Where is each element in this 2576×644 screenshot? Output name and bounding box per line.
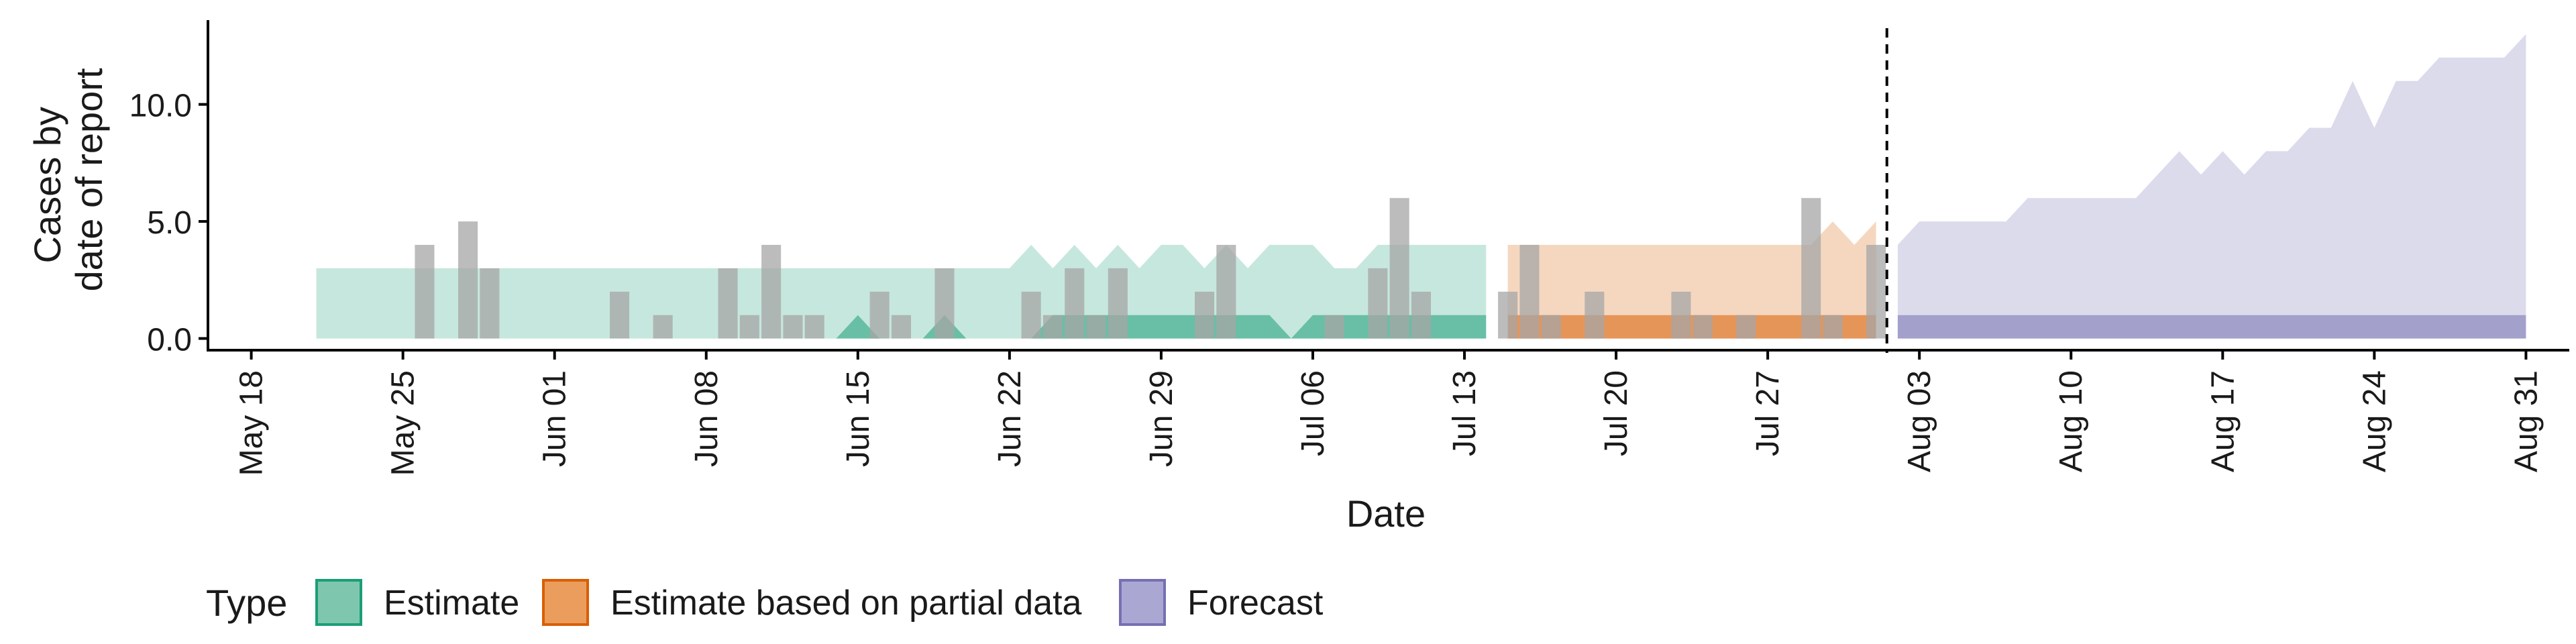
legend-label-estimate: Estimate <box>384 584 519 623</box>
reported-case-bar <box>1585 291 1605 339</box>
x-tick-label: Jun 15 <box>841 370 876 467</box>
reported-case-bar <box>1671 291 1691 339</box>
x-tick-label: Aug 31 <box>2508 370 2544 472</box>
x-tick-label: Jul 27 <box>1750 370 1786 456</box>
reported-case-bar <box>1195 291 1215 339</box>
band-90-forecast <box>1897 34 2526 339</box>
reported-case-bar <box>891 315 911 339</box>
legend-title: Type <box>206 582 287 624</box>
x-tick-label: May 25 <box>386 370 421 476</box>
reported-case-bar <box>1324 315 1344 339</box>
reported-case-bar <box>739 315 759 339</box>
legend-key-forecast <box>1119 579 1166 626</box>
reported-case-bar <box>415 245 435 339</box>
legend-label-forecast: Forecast <box>1187 584 1324 623</box>
y-ticks: 0.0 5.0 10.0 <box>129 89 208 358</box>
reported-case-bar <box>718 268 738 339</box>
x-tick-label: Aug 17 <box>2205 370 2241 472</box>
y-tick-label: 5.0 <box>147 205 192 241</box>
x-tick-label: Aug 03 <box>1902 370 1937 472</box>
reported-case-bar <box>480 268 500 339</box>
x-axis-label: Date <box>1346 492 1426 535</box>
reported-case-bar <box>1042 315 1063 339</box>
x-tick-label: Jul 20 <box>1599 370 1634 456</box>
reported-case-bar <box>761 245 782 339</box>
reported-case-bar <box>1541 315 1561 339</box>
reported-case-bar <box>783 315 803 339</box>
reported-case-bar <box>458 221 478 339</box>
x-tick-label: Jun 08 <box>689 370 724 467</box>
x-tick-label: Aug 24 <box>2357 370 2392 472</box>
reported-case-bar <box>1801 198 1821 339</box>
reported-case-bar <box>1216 245 1236 339</box>
reported-case-bar <box>1823 315 1843 339</box>
y-axis-label: Cases by date of report <box>26 68 110 292</box>
reported-case-bar <box>869 291 890 339</box>
reported-case-bars <box>415 198 1886 339</box>
x-tick-label: Jun 22 <box>992 370 1028 467</box>
legend-key-estimate-based-on-partial-data <box>542 579 589 626</box>
reported-case-bar <box>653 315 673 339</box>
estimate-bands-90 <box>316 34 2526 339</box>
reported-case-bar <box>934 268 955 339</box>
reported-case-bar <box>1021 291 1041 339</box>
reported-case-bar <box>1065 268 1085 339</box>
band-50-forecast <box>1897 315 2526 339</box>
y-tick-label: 0.0 <box>147 323 192 358</box>
reported-case-bar <box>1693 315 1713 339</box>
legend-key-estimate <box>315 579 362 626</box>
reported-case-bar <box>804 315 824 339</box>
x-tick-label: May 18 <box>234 370 270 476</box>
x-tick-label: Aug 10 <box>2053 370 2089 472</box>
reported-case-bar <box>1086 315 1106 339</box>
x-tick-label: Jun 01 <box>537 370 573 467</box>
y-axis-label-line-2: date of report <box>68 68 110 292</box>
legend-label-estimate-based-on-partial-data: Estimate based on partial data <box>610 584 1082 623</box>
y-axis-label-line-1: Cases by <box>26 107 68 263</box>
reported-case-bar <box>610 291 630 339</box>
reported-case-bar <box>1519 245 1540 339</box>
y-tick-label: 10.0 <box>129 89 192 124</box>
x-tick-label: Jun 29 <box>1144 370 1179 467</box>
reported-case-bar <box>1866 245 1886 339</box>
reported-case-bar <box>1108 268 1128 339</box>
reported-case-bar <box>1389 198 1409 339</box>
reported-case-bar <box>1736 315 1756 339</box>
reported-case-bar <box>1368 268 1388 339</box>
reported-case-bar <box>1411 291 1431 339</box>
reported-case-bar <box>1498 291 1518 339</box>
x-tick-label: Jul 13 <box>1447 370 1483 456</box>
axes <box>207 20 2569 352</box>
x-ticks: May 18 May 25 Jun 01 Jun 08 Jun 15 Jun 22 Jun … <box>234 350 2544 476</box>
x-tick-label: Jul 06 <box>1295 370 1331 456</box>
band-50-estimate <box>316 315 1487 339</box>
legend: Type Estimate Estimate based on partial d… <box>206 579 1324 626</box>
